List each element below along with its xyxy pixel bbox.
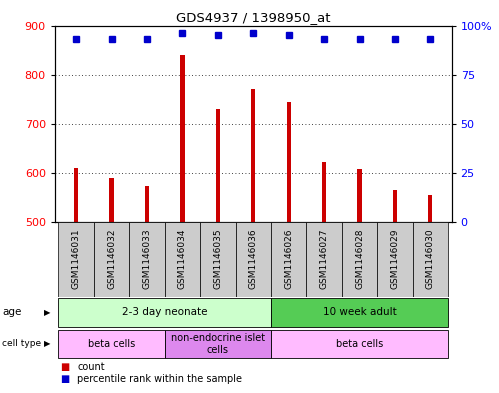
Text: GSM1146028: GSM1146028	[355, 228, 364, 288]
Bar	[286, 102, 291, 222]
Bar	[58, 298, 271, 327]
Bar	[74, 168, 78, 222]
Text: GSM1146031: GSM1146031	[72, 228, 81, 288]
Bar	[428, 195, 433, 222]
Bar	[342, 222, 377, 297]
Bar	[393, 190, 397, 222]
Bar	[306, 222, 342, 297]
Text: 2-3 day neonate: 2-3 day neonate	[122, 307, 208, 318]
Text: beta cells: beta cells	[88, 339, 135, 349]
Text: cell type: cell type	[2, 340, 41, 348]
Bar	[271, 298, 448, 327]
Bar	[216, 109, 220, 222]
Bar	[322, 162, 326, 222]
Bar	[165, 330, 271, 358]
Bar	[58, 330, 165, 358]
Text: beta cells: beta cells	[336, 339, 383, 349]
Text: GSM1146026: GSM1146026	[284, 228, 293, 288]
Text: percentile rank within the sample: percentile rank within the sample	[77, 374, 243, 384]
Text: ■: ■	[60, 362, 69, 372]
Text: ▶: ▶	[44, 340, 51, 348]
Text: GSM1146029: GSM1146029	[390, 228, 399, 288]
Text: ▶: ▶	[44, 308, 51, 317]
Text: age: age	[2, 307, 22, 318]
Title: GDS4937 / 1398950_at: GDS4937 / 1398950_at	[176, 11, 330, 24]
Text: non-endocrine islet
cells: non-endocrine islet cells	[171, 333, 265, 354]
Bar	[271, 222, 306, 297]
Bar	[145, 186, 149, 222]
Text: ■: ■	[60, 374, 69, 384]
Bar	[129, 222, 165, 297]
Bar	[413, 222, 448, 297]
Text: count: count	[77, 362, 105, 372]
Text: GSM1146033: GSM1146033	[143, 228, 152, 288]
Text: GSM1146034: GSM1146034	[178, 228, 187, 288]
Bar	[180, 55, 185, 222]
Text: GSM1146035: GSM1146035	[213, 228, 223, 288]
Bar	[271, 330, 448, 358]
Bar	[165, 222, 200, 297]
Text: 10 week adult: 10 week adult	[323, 307, 396, 318]
Bar	[109, 178, 114, 222]
Bar	[200, 222, 236, 297]
Text: GSM1146036: GSM1146036	[249, 228, 258, 288]
Bar	[357, 169, 362, 222]
Bar	[58, 222, 94, 297]
Bar	[236, 222, 271, 297]
Text: GSM1146027: GSM1146027	[319, 228, 328, 288]
Bar	[94, 222, 129, 297]
Bar	[251, 89, 255, 222]
Text: GSM1146030: GSM1146030	[426, 228, 435, 288]
Bar	[377, 222, 413, 297]
Text: GSM1146032: GSM1146032	[107, 228, 116, 288]
